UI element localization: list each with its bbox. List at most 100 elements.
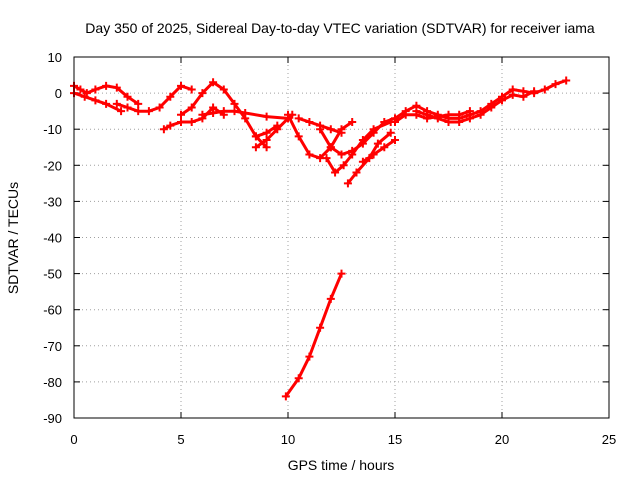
data-point <box>241 108 250 117</box>
x-axis-label: GPS time / hours <box>288 457 395 473</box>
chart-title: Day 350 of 2025, Sidereal Day-to-day VTE… <box>85 20 595 36</box>
data-point <box>219 107 228 116</box>
data-point <box>465 114 474 123</box>
series-track-12 <box>322 117 395 177</box>
data-point <box>369 150 378 159</box>
y-tick-label: -10 <box>43 122 62 137</box>
data-point <box>144 107 153 116</box>
y-tick-label: -20 <box>43 158 62 173</box>
data-point <box>80 92 89 101</box>
data-point <box>155 103 164 112</box>
data-point <box>423 114 432 123</box>
data-point <box>444 110 453 119</box>
data-point <box>177 117 185 126</box>
data-point <box>284 110 292 119</box>
data-point <box>305 352 314 361</box>
data-point <box>91 96 100 105</box>
data-point <box>112 83 121 92</box>
data-point <box>230 107 239 116</box>
data-point <box>498 96 506 105</box>
data-point <box>123 92 132 101</box>
series-track-15 <box>281 269 346 401</box>
y-tick-label: -50 <box>43 267 62 282</box>
series-track-4 <box>159 103 228 134</box>
y-tick-label: -90 <box>43 411 62 426</box>
data-point <box>251 132 260 141</box>
x-tick-label: 15 <box>388 432 402 447</box>
data-series <box>70 76 571 401</box>
data-point <box>455 117 464 126</box>
x-tick-label: 25 <box>602 432 616 447</box>
data-point <box>352 168 361 177</box>
x-tick-label: 10 <box>281 432 295 447</box>
data-point <box>187 117 196 126</box>
data-point <box>326 294 335 303</box>
data-point <box>337 128 346 137</box>
series-track-8 <box>251 121 282 141</box>
data-point <box>444 117 453 126</box>
data-point <box>159 125 168 134</box>
data-point <box>294 114 303 123</box>
data-point <box>562 76 571 85</box>
data-point <box>358 157 367 166</box>
data-point <box>465 107 474 116</box>
data-point <box>551 80 560 89</box>
data-point <box>177 81 185 90</box>
x-tick-label: 20 <box>495 432 509 447</box>
data-point <box>117 107 126 116</box>
data-point <box>251 143 260 152</box>
data-point <box>540 85 549 94</box>
data-point <box>519 92 528 101</box>
data-point <box>112 99 121 108</box>
data-point <box>391 117 399 126</box>
y-axis-label: SDTVAR / TECUs <box>5 182 21 294</box>
data-point <box>487 103 496 112</box>
data-point <box>134 107 143 116</box>
data-point <box>373 139 382 148</box>
data-point <box>331 168 340 177</box>
data-point <box>262 136 271 145</box>
data-point <box>337 150 346 159</box>
y-tick-label: 10 <box>48 50 62 65</box>
data-point <box>294 374 303 383</box>
data-point <box>209 78 218 87</box>
data-point <box>187 85 196 94</box>
data-point <box>380 143 389 152</box>
x-tick-label: 5 <box>177 432 184 447</box>
data-point <box>476 110 485 119</box>
series-track-3 <box>112 81 196 116</box>
data-point <box>530 87 539 96</box>
data-point <box>198 110 207 119</box>
data-point <box>343 179 352 188</box>
data-point <box>348 117 357 126</box>
data-point <box>91 85 100 94</box>
data-point <box>198 89 207 98</box>
data-point <box>339 161 348 170</box>
data-point <box>455 110 464 119</box>
data-point <box>326 125 335 134</box>
data-point <box>187 103 196 112</box>
data-point <box>316 323 325 332</box>
data-point <box>262 112 271 121</box>
y-tick-label: -70 <box>43 339 62 354</box>
data-point <box>369 125 378 134</box>
series-track-2 <box>70 89 126 116</box>
data-point <box>177 110 185 119</box>
data-point <box>209 108 218 117</box>
y-tick-label: -80 <box>43 375 62 390</box>
series-track-18 <box>391 107 474 126</box>
x-tick-label: 0 <box>70 432 77 447</box>
series-track-14 <box>358 136 399 166</box>
data-point <box>305 150 314 159</box>
data-point <box>401 110 410 119</box>
data-point <box>508 90 517 99</box>
data-point <box>337 269 346 278</box>
y-tick-label: 0 <box>55 86 62 101</box>
data-point <box>305 117 314 126</box>
data-point <box>391 136 399 145</box>
data-point <box>123 103 132 112</box>
series-track-1 <box>70 81 143 108</box>
data-point <box>348 150 357 159</box>
data-point <box>262 143 271 152</box>
